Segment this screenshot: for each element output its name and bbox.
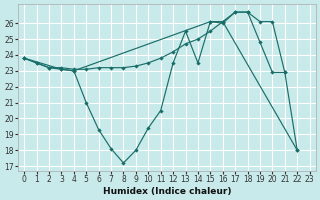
X-axis label: Humidex (Indice chaleur): Humidex (Indice chaleur) <box>103 187 231 196</box>
